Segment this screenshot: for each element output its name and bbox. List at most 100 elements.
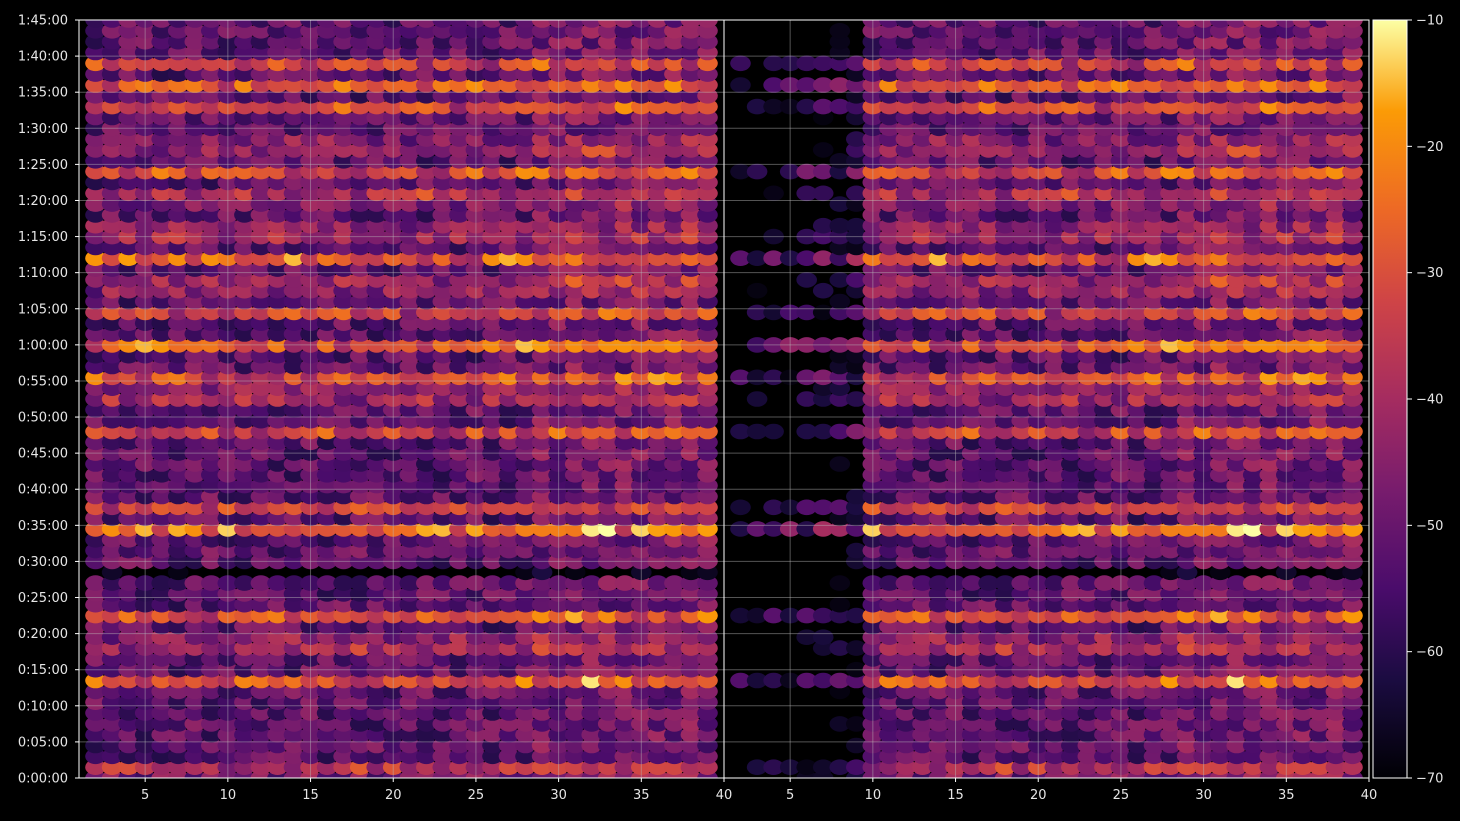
heatmap-cell <box>1210 1 1231 17</box>
x-tick-label: 35 <box>633 788 650 803</box>
heatmap-cell <box>730 77 751 93</box>
heatmap-cell <box>548 1 569 17</box>
heatmap-cell <box>813 283 834 299</box>
heatmap-cell <box>796 272 817 288</box>
heatmap-cell <box>102 1 123 17</box>
y-tick-label: 0:45:00 <box>18 447 68 462</box>
x-tick-label: 25 <box>468 788 485 803</box>
heatmap-cell <box>317 1 338 17</box>
heatmap-cell <box>1160 1 1181 17</box>
heatmap-cell <box>763 186 784 202</box>
heatmap-cell <box>1028 1 1049 17</box>
x-tick-label: 30 <box>550 788 567 803</box>
y-tick-label: 0:00:00 <box>18 772 68 787</box>
heatmap-cell <box>863 1 884 17</box>
heatmap-cell <box>218 1 239 17</box>
heatmap-cell <box>532 1 553 17</box>
y-tick-label: 0:10:00 <box>18 699 68 714</box>
heatmap-cell <box>615 1 636 17</box>
heatmap-cell <box>648 1 669 17</box>
x-tick-label: 10 <box>220 788 237 803</box>
heatmap-cell <box>813 629 834 645</box>
x-tick-label: 5 <box>141 788 149 803</box>
heatmap-cell <box>681 1 702 17</box>
heatmap-cell <box>1061 1 1082 17</box>
x-tick-label: 15 <box>302 788 319 803</box>
heatmap-cell <box>1226 1 1247 17</box>
heatmap-cell <box>1144 1 1165 17</box>
heatmap-cell <box>284 1 305 17</box>
heatmap-cell <box>234 1 255 17</box>
y-tick-label: 0:25:00 <box>18 591 68 606</box>
heatmap-cell <box>1309 1 1330 17</box>
y-tick-label: 1:10:00 <box>18 266 68 281</box>
heatmap-cell <box>730 56 751 72</box>
y-tick-label: 1:40:00 <box>18 50 68 65</box>
heatmap-cell <box>383 1 404 17</box>
heatmap-cell <box>1078 1 1099 17</box>
y-tick-label: 1:20:00 <box>18 194 68 209</box>
heatmap-cell <box>466 1 487 17</box>
heatmap-cell <box>631 1 652 17</box>
heatmap-cell <box>747 164 768 180</box>
heatmap-cell <box>978 1 999 17</box>
y-tick-label: 1:45:00 <box>18 14 68 29</box>
heatmap-cell <box>830 597 851 613</box>
heatmap-panel-left: 0:00:000:05:000:10:000:15:000:20:000:25:… <box>18 1 732 803</box>
heatmap-cell <box>1177 1 1198 17</box>
heatmap-cell <box>168 1 189 17</box>
y-tick-label: 1:05:00 <box>18 302 68 317</box>
x-tick-label: 20 <box>385 788 402 803</box>
heatmap-cell <box>400 1 421 17</box>
x-tick-label: 40 <box>716 788 733 803</box>
heatmap-cell <box>1094 1 1115 17</box>
heatmap-cell <box>333 1 354 17</box>
heatmap-cell <box>1293 1 1314 17</box>
heatmap-cell <box>300 1 321 17</box>
heatmap-cell <box>830 294 851 310</box>
heatmap-cell <box>1260 1 1281 17</box>
heatmap-cell <box>730 500 751 516</box>
y-axis-left: 0:00:000:05:000:10:000:15:000:20:000:25:… <box>18 14 79 787</box>
heatmap-cell <box>1127 1 1148 17</box>
heatmap-cell <box>1111 1 1132 17</box>
y-tick-label: 0:35:00 <box>18 519 68 534</box>
heatmap-cell <box>135 1 156 17</box>
heatmap-cell <box>185 1 206 17</box>
heatmap-cell <box>85 1 106 17</box>
heatmap-cell <box>499 1 520 17</box>
heatmap-cell <box>416 1 437 17</box>
heatmap-cell <box>598 1 619 17</box>
heatmap-cell <box>896 1 917 17</box>
heatmap-cell <box>830 456 851 472</box>
heatmap-cell <box>151 1 172 17</box>
heatmap-cell <box>747 391 768 407</box>
heatmap-cell <box>929 1 950 17</box>
x-axis-left: 5 10 15 20 25 30 35 40 <box>141 778 732 803</box>
y-tick-label: 0:15:00 <box>18 663 68 678</box>
heatmap-cell <box>581 1 602 17</box>
heatmap-cell <box>433 1 454 17</box>
y-tick-label: 1:00:00 <box>18 338 68 353</box>
y-tick-label: 0:30:00 <box>18 555 68 570</box>
heatmap-cell <box>449 1 470 17</box>
y-tick-label: 1:30:00 <box>18 122 68 137</box>
y-tick-label: 1:15:00 <box>18 230 68 245</box>
heatmap-cell <box>912 1 933 17</box>
heatmap-cell <box>515 1 536 17</box>
heatmap-cell <box>1243 1 1264 17</box>
y-tick-label: 0:50:00 <box>18 411 68 426</box>
heatmap-cell <box>664 1 685 17</box>
heatmap-cell <box>813 142 834 158</box>
heatmap-cell <box>366 1 387 17</box>
heatmap-cell <box>267 1 288 17</box>
heatmap-cell <box>763 424 784 440</box>
heatmap-cell <box>945 1 966 17</box>
heatmap-cell <box>879 1 900 17</box>
y-tick-label: 0:55:00 <box>18 374 68 389</box>
heatmap-cell <box>565 1 586 17</box>
heatmap-cell <box>697 1 718 17</box>
